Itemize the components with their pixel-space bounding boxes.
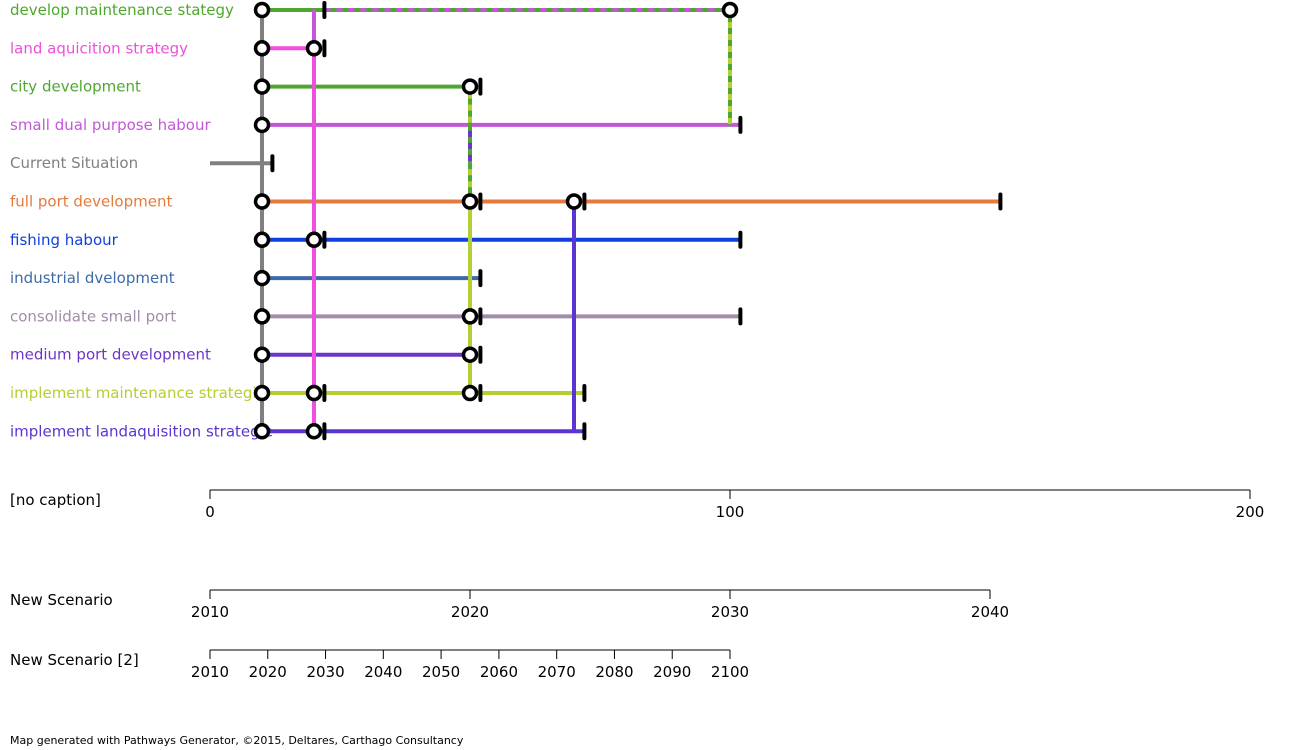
axis-tick-label: 2050	[422, 663, 460, 681]
action-label-cd: city development	[10, 78, 141, 96]
transfer-node	[461, 308, 479, 325]
transfer-node	[253, 116, 271, 134]
action-label-cs: Current Situation	[10, 154, 138, 172]
transfer-node	[305, 423, 323, 440]
axis-tick-label: 100	[716, 503, 745, 521]
axis-tick-label: 2040	[364, 663, 402, 681]
transfer-node	[253, 231, 271, 249]
transfer-node	[305, 40, 323, 57]
axis-tick-label: 2070	[538, 663, 576, 681]
transfer-node	[461, 384, 479, 402]
transfer-node	[461, 78, 479, 95]
axis-tick-label: 0	[205, 503, 215, 521]
axis-tick-label: 2100	[711, 663, 749, 681]
axis-tick-label: 2020	[249, 663, 287, 681]
transfer-node	[253, 269, 271, 287]
axis-tick-label: 2060	[480, 663, 518, 681]
transfer-node	[253, 193, 271, 210]
axis-tick-label: 2090	[653, 663, 691, 681]
axis-tick-label: 2010	[191, 603, 229, 621]
action-label-las: land aquicition strategy	[10, 39, 188, 57]
transfer-node	[253, 78, 271, 95]
axis-tick-label: 2010	[191, 663, 229, 681]
transfer-node	[305, 384, 323, 402]
transfer-node	[253, 308, 271, 325]
scenario-label: New Scenario	[10, 591, 113, 609]
action-label-fpd: full port development	[10, 193, 172, 211]
scenario-label: [no caption]	[10, 491, 101, 509]
transfer-node	[461, 346, 479, 363]
transfer-node	[253, 346, 271, 363]
action-label-mpd: medium port development	[10, 346, 211, 364]
action-label-fh: fishing habour	[10, 231, 119, 249]
transfer-node	[253, 384, 271, 402]
scenario-label: New Scenario [2]	[10, 651, 139, 669]
footer-credit: Map generated with Pathways Generator, ©…	[10, 734, 464, 747]
axis-tick-label: 2030	[711, 603, 749, 621]
axis-tick-label: 2020	[451, 603, 489, 621]
transfer-node	[721, 1, 739, 19]
action-label-sdph: small dual purpose habour	[10, 116, 211, 134]
transfer-node	[461, 193, 479, 210]
action-label-ims: implement maintenance strategie	[10, 384, 266, 402]
axis-tick-label: 2080	[595, 663, 633, 681]
transfer-node	[253, 40, 271, 57]
action-label-dms: develop maintenance stategy	[10, 1, 234, 19]
axis-tick-label: 2040	[971, 603, 1009, 621]
transfer-node	[565, 193, 583, 210]
transfer-node	[253, 1, 271, 19]
axis-tick-label: 200	[1236, 503, 1265, 521]
transfer-node	[253, 423, 271, 440]
transfer-node	[305, 231, 323, 249]
axis-tick-label: 2030	[306, 663, 344, 681]
action-label-csp: consolidate small port	[10, 307, 176, 325]
action-label-ilas: implement landaquisition strategie	[10, 422, 273, 440]
action-label-id: industrial dvelopment	[10, 269, 175, 287]
